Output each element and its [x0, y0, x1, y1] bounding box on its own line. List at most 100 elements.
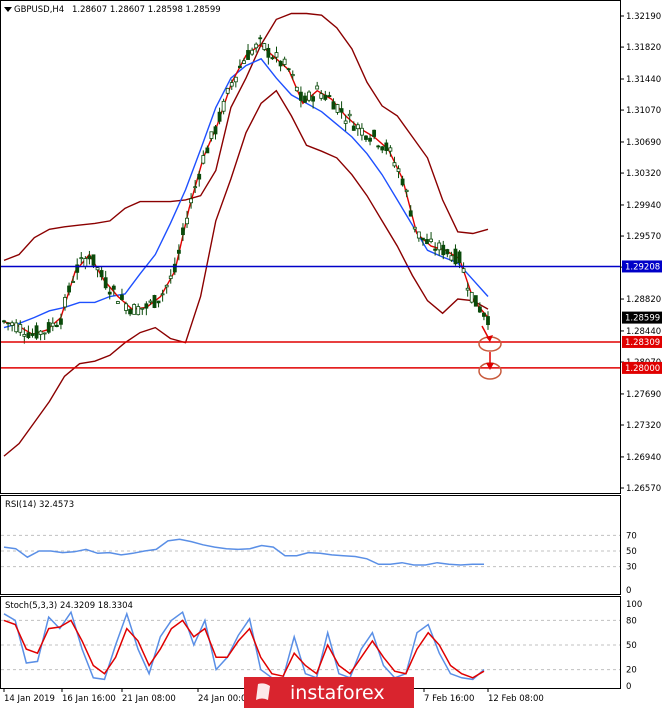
axis-tick-label: 30: [626, 563, 637, 573]
candle-body: [229, 82, 234, 87]
rsi-line: [3, 538, 484, 566]
bollinger_upper-line: [3, 12, 489, 262]
price-tag-bg: [622, 260, 662, 273]
candle-body: [388, 147, 393, 152]
candle-body: [278, 60, 283, 67]
price-tags: 1.29208 1.28599 1.28309 1.28000: [622, 260, 662, 374]
candle-body: [237, 65, 242, 69]
price-tag-label: 1.29208: [625, 262, 660, 272]
candle-body: [453, 248, 458, 265]
candle-body: [274, 52, 279, 58]
price-pane: [0, 0, 621, 494]
stoch-lines: [3, 610, 485, 681]
candle-body: [294, 86, 299, 92]
candle-body: [6, 322, 10, 325]
candle-body: [26, 332, 31, 339]
candle-body: [160, 293, 165, 296]
price-axis: 1.32190 1.31820 1.31440 1.31070 1.30690 1.303…: [620, 12, 661, 494]
candle-body: [63, 297, 67, 308]
price-tick-label: 1.26940: [626, 453, 661, 463]
candle-body: [128, 309, 132, 315]
axis-tick-label: 70: [626, 531, 637, 541]
candle-body: [111, 285, 116, 290]
candle-body: [22, 334, 27, 337]
candle-body: [156, 300, 161, 304]
candle-body: [416, 231, 421, 239]
candle-body: [152, 295, 157, 308]
candle-body: [360, 127, 364, 136]
candle-body: [103, 277, 108, 289]
price-tick-label: 1.31070: [626, 106, 661, 116]
candle-body: [425, 239, 429, 244]
bollinger_mid-line: [3, 57, 489, 329]
candle-body: [54, 324, 59, 328]
candle-body: [343, 120, 348, 124]
candle-body: [421, 237, 425, 241]
candle-body: [197, 173, 202, 180]
candle-body: [380, 146, 385, 151]
candle-body: [193, 186, 198, 189]
price-title: GBPUSD,H4: [14, 5, 64, 15]
price-tag-label: 1.28309: [625, 338, 660, 348]
dropdown-triangle-icon[interactable]: [4, 7, 12, 12]
price-tag-bg: [622, 361, 662, 374]
signal-series-line: [3, 619, 485, 679]
rsi-levels: 70 50 30 0: [1, 531, 637, 596]
candle-body: [30, 333, 35, 336]
candle-body: [168, 275, 173, 279]
candle-body: [50, 322, 55, 327]
instaforex-logo-icon: [256, 683, 270, 700]
candle-body: [351, 125, 356, 131]
axis-tick-label: 20: [626, 666, 637, 676]
candle-body: [486, 316, 490, 326]
candle-body: [315, 85, 320, 90]
candle-body: [148, 300, 153, 303]
candle-body: [355, 124, 360, 130]
candle-body: [221, 100, 226, 112]
candle-body: [242, 60, 246, 64]
price-tag-bg: [622, 311, 662, 324]
price-tick-label: 1.27320: [626, 421, 661, 431]
candle-body: [396, 168, 401, 172]
candle-body: [181, 227, 185, 236]
candle-body: [71, 281, 76, 283]
candle-body: [107, 291, 112, 295]
axis-tick-label: 80: [626, 616, 637, 626]
candle-body: [376, 145, 381, 148]
candle-body: [408, 210, 413, 217]
forecast-arrows: [478, 325, 502, 380]
candle-body: [290, 74, 295, 77]
candle-body: [59, 318, 63, 325]
candle-body: [225, 87, 230, 94]
candle-body: [461, 268, 466, 273]
candle-body: [323, 94, 328, 100]
candle-body: [250, 49, 255, 55]
candle-body: [327, 95, 332, 98]
candle-body: [205, 147, 210, 154]
price-tick-label: 1.32190: [626, 12, 661, 22]
time-label: 7 Feb 16:00: [424, 694, 474, 704]
candle-body: [331, 101, 336, 110]
price-tick-label: 1.26570: [626, 484, 661, 494]
price-tick-label: 1.28440: [626, 327, 661, 337]
candle-body: [42, 332, 47, 335]
candle-body: [217, 111, 222, 122]
candle-body: [335, 104, 340, 113]
axis-tick-label: 50: [626, 641, 637, 651]
candle-body: [83, 258, 88, 267]
price-tick-label: 1.31440: [626, 75, 661, 85]
time-label: 14 Jan 2019: [4, 694, 55, 704]
candle-body: [469, 291, 474, 303]
candle-body: [465, 287, 470, 291]
time-label: 12 Feb 08:00: [488, 694, 544, 704]
candle-body: [34, 325, 39, 339]
axis-tick-label: 100: [626, 600, 642, 610]
axis-tick-label: 0: [626, 682, 631, 692]
candle-body: [372, 129, 377, 137]
candle-body: [437, 242, 442, 251]
candle-body: [412, 226, 417, 230]
candle-body: [254, 43, 259, 49]
price-tick-label: 1.27690: [626, 390, 661, 400]
candle-body: [120, 294, 124, 300]
candle-body: [319, 93, 324, 99]
